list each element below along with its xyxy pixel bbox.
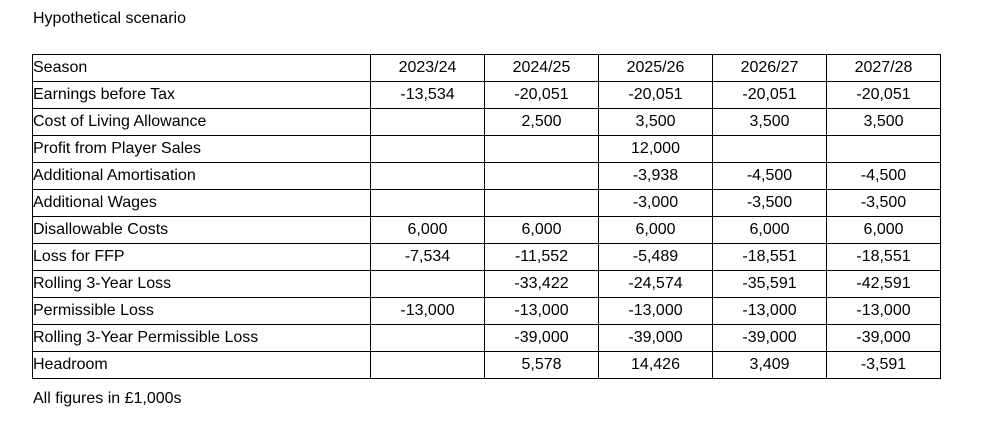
value-cell: [370, 351, 485, 379]
row-label: Profit from Player Sales: [32, 135, 371, 163]
value-cell: -39,000: [598, 324, 713, 352]
value-cell: -13,000: [826, 297, 941, 325]
units-footnote: All figures in £1,000s: [33, 390, 182, 407]
value-cell: [826, 135, 941, 163]
value-cell: -13,000: [598, 297, 713, 325]
value-cell: 3,500: [712, 108, 827, 136]
value-cell: -3,000: [598, 189, 713, 217]
value-cell: -3,500: [826, 189, 941, 217]
value-cell: -18,551: [826, 243, 941, 271]
value-cell: [484, 189, 599, 217]
table-row: Profit from Player Sales 12,000: [32, 135, 941, 163]
season-header-label: Season: [32, 54, 371, 82]
value-cell: -4,500: [826, 162, 941, 190]
value-cell: [484, 162, 599, 190]
value-cell: [370, 324, 485, 352]
value-cell: -20,051: [826, 81, 941, 109]
value-cell: -33,422: [484, 270, 599, 298]
table-row: Permissible Loss -13,000 -13,000 -13,000…: [32, 297, 941, 325]
value-cell: 5,578: [484, 351, 599, 379]
value-cell: 3,409: [712, 351, 827, 379]
row-label: Loss for FFP: [32, 243, 371, 271]
table-row: Headroom 5,578 14,426 3,409 -3,591: [32, 351, 941, 379]
table-header-row: Season 2023/24 2024/25 2025/26 2026/27 2…: [32, 54, 941, 82]
season-header-cell: 2023/24: [370, 54, 485, 82]
value-cell: -13,000: [370, 297, 485, 325]
row-label: Disallowable Costs: [32, 216, 371, 244]
value-cell: -3,938: [598, 162, 713, 190]
table-row: Loss for FFP -7,534 -11,552 -5,489 -18,5…: [32, 243, 941, 271]
value-cell: [712, 135, 827, 163]
table-row: Rolling 3-Year Permissible Loss -39,000 …: [32, 324, 941, 352]
row-label: Cost of Living Allowance: [32, 108, 371, 136]
row-label: Additional Wages: [32, 189, 371, 217]
scenario-table: Season 2023/24 2024/25 2025/26 2026/27 2…: [32, 54, 941, 379]
row-label: Rolling 3-Year Loss: [32, 270, 371, 298]
value-cell: [370, 135, 485, 163]
value-cell: -42,591: [826, 270, 941, 298]
value-cell: -24,574: [598, 270, 713, 298]
value-cell: -20,051: [712, 81, 827, 109]
table-row: Rolling 3-Year Loss -33,422 -24,574 -35,…: [32, 270, 941, 298]
row-label: Permissible Loss: [32, 297, 371, 325]
value-cell: 14,426: [598, 351, 713, 379]
table-row: Additional Wages -3,000 -3,500 -3,500: [32, 189, 941, 217]
value-cell: -13,000: [712, 297, 827, 325]
value-cell: -5,489: [598, 243, 713, 271]
table-row: Disallowable Costs 6,000 6,000 6,000 6,0…: [32, 216, 941, 244]
value-cell: -20,051: [484, 81, 599, 109]
value-cell: [370, 189, 485, 217]
value-cell: -13,534: [370, 81, 485, 109]
season-header-cell: 2024/25: [484, 54, 599, 82]
table-row: Additional Amortisation -3,938 -4,500 -4…: [32, 162, 941, 190]
value-cell: -3,591: [826, 351, 941, 379]
row-label: Rolling 3-Year Permissible Loss: [32, 324, 371, 352]
value-cell: -39,000: [826, 324, 941, 352]
value-cell: -39,000: [484, 324, 599, 352]
value-cell: -20,051: [598, 81, 713, 109]
value-cell: [370, 270, 485, 298]
value-cell: 6,000: [826, 216, 941, 244]
value-cell: 6,000: [598, 216, 713, 244]
table-row: Cost of Living Allowance 2,500 3,500 3,5…: [32, 108, 941, 136]
value-cell: 6,000: [712, 216, 827, 244]
value-cell: 6,000: [370, 216, 485, 244]
value-cell: -39,000: [712, 324, 827, 352]
value-cell: -11,552: [484, 243, 599, 271]
season-header-cell: 2025/26: [598, 54, 713, 82]
value-cell: 3,500: [826, 108, 941, 136]
value-cell: -7,534: [370, 243, 485, 271]
value-cell: 3,500: [598, 108, 713, 136]
value-cell: [370, 108, 485, 136]
table-row: Earnings before Tax -13,534 -20,051 -20,…: [32, 81, 941, 109]
row-label: Earnings before Tax: [32, 81, 371, 109]
value-cell: -18,551: [712, 243, 827, 271]
value-cell: -4,500: [712, 162, 827, 190]
value-cell: [370, 162, 485, 190]
row-label: Headroom: [32, 351, 371, 379]
row-label: Additional Amortisation: [32, 162, 371, 190]
value-cell: 12,000: [598, 135, 713, 163]
value-cell: [484, 135, 599, 163]
value-cell: -3,500: [712, 189, 827, 217]
value-cell: 2,500: [484, 108, 599, 136]
value-cell: 6,000: [484, 216, 599, 244]
page-title: Hypothetical scenario: [33, 10, 186, 27]
value-cell: -35,591: [712, 270, 827, 298]
value-cell: -13,000: [484, 297, 599, 325]
season-header-cell: 2026/27: [712, 54, 827, 82]
season-header-cell: 2027/28: [826, 54, 941, 82]
